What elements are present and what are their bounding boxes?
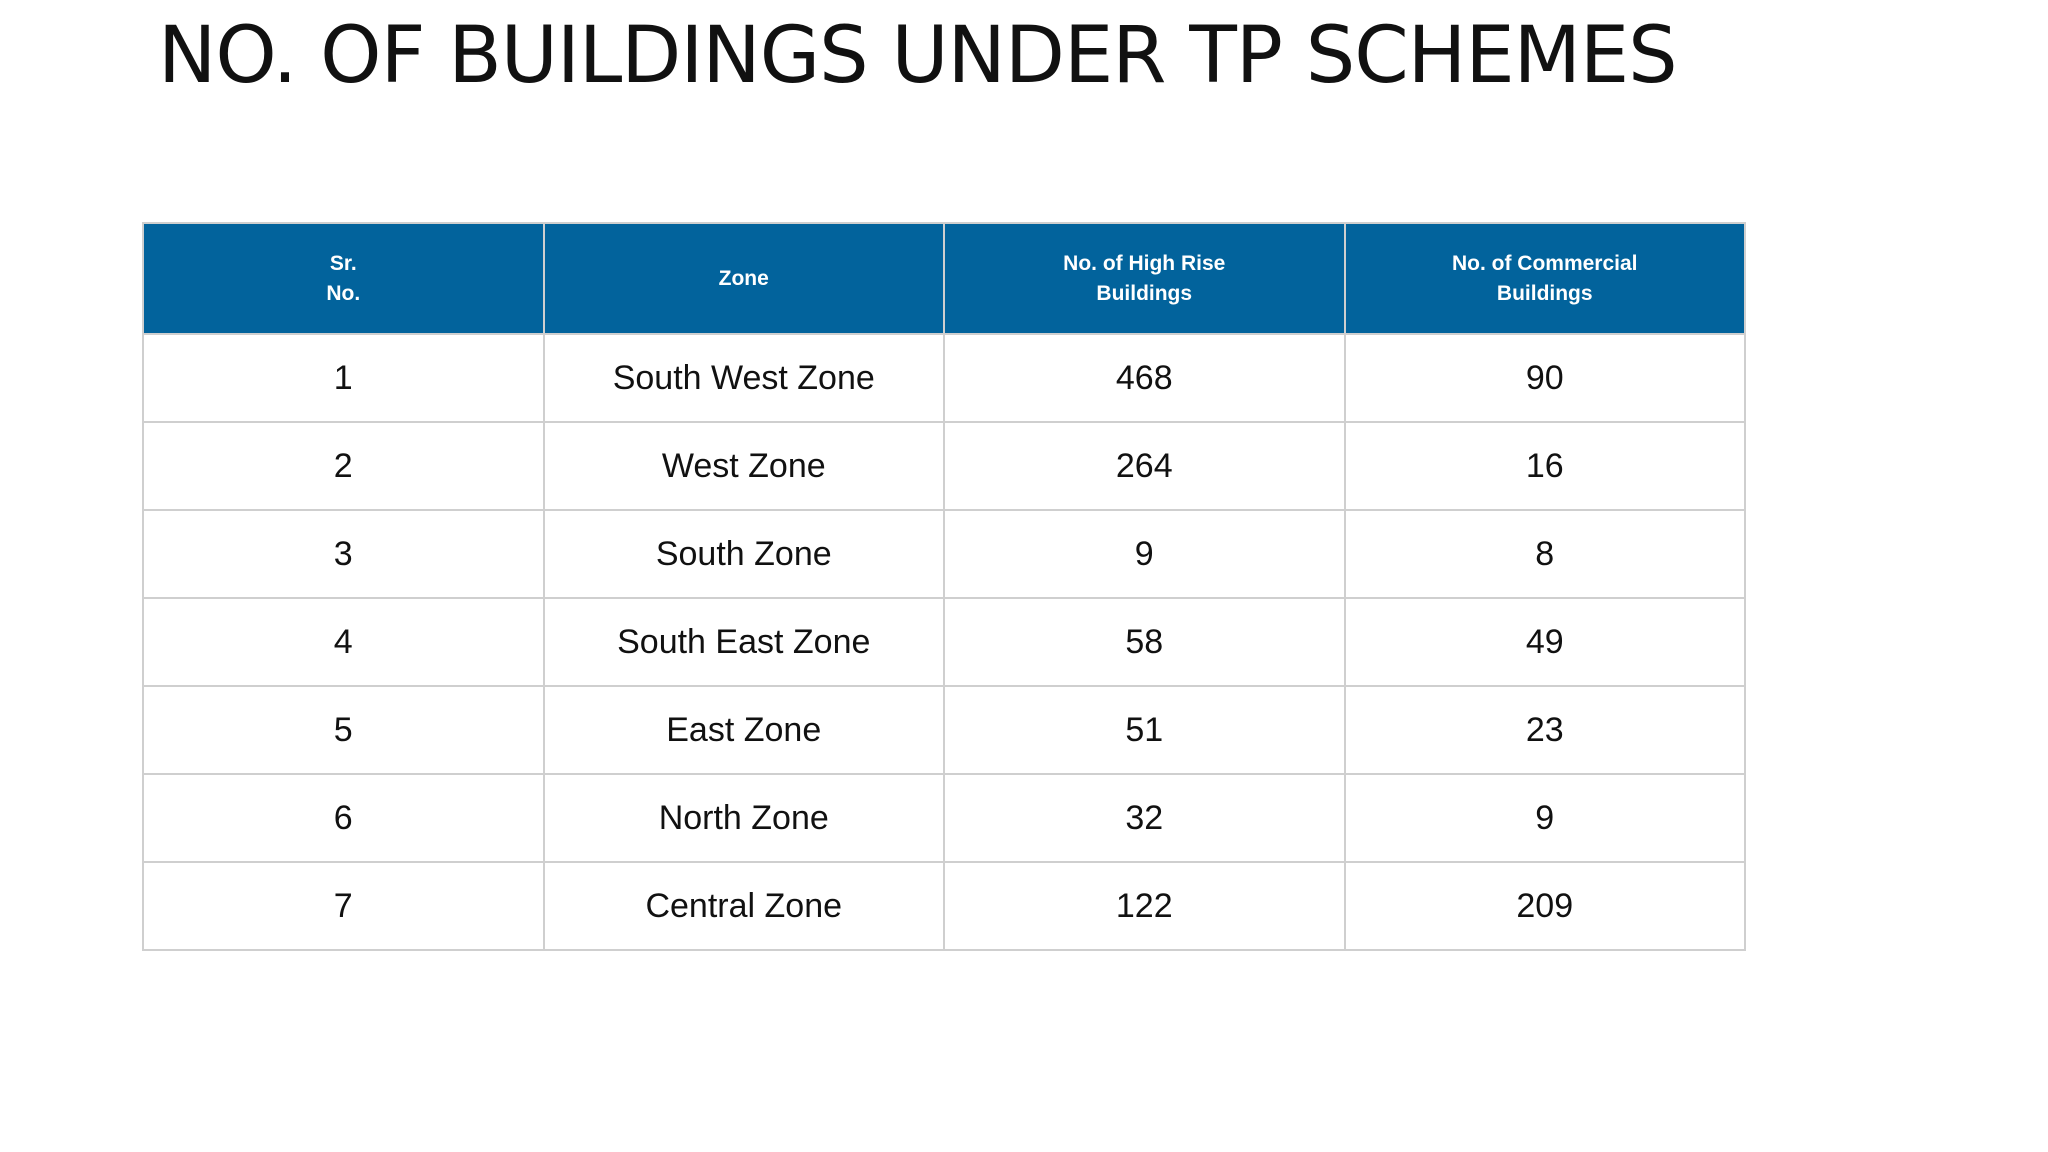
- header-sr-no-label: Sr. No.: [326, 251, 361, 305]
- table-row: 7 Central Zone 122 209: [142, 861, 1746, 951]
- cell-high-rise: 32: [943, 773, 1346, 863]
- table-row: 3 South Zone 9 8: [142, 509, 1746, 599]
- cell-commercial: 8: [1343, 509, 1746, 599]
- header-zone-label: Zone: [718, 266, 769, 290]
- cell-commercial: 90: [1343, 333, 1746, 423]
- header-commercial: No. of Commercial Buildings: [1343, 222, 1746, 335]
- header-zone: Zone: [542, 222, 945, 335]
- cell-sr-no: 7: [142, 861, 545, 951]
- cell-high-rise: 9: [943, 509, 1346, 599]
- header-high-rise: No. of High Rise Buildings: [943, 222, 1346, 335]
- cell-commercial: 49: [1343, 597, 1746, 687]
- cell-zone: Central Zone: [542, 861, 945, 951]
- cell-zone: East Zone: [542, 685, 945, 775]
- cell-sr-no: 4: [142, 597, 545, 687]
- table-header: Sr. No. Zone No. of High Rise Buildings …: [142, 222, 1746, 335]
- cell-sr-no: 3: [142, 509, 545, 599]
- cell-sr-no: 6: [142, 773, 545, 863]
- header-sr-no: Sr. No.: [142, 222, 545, 335]
- table-row: 2 West Zone 264 16: [142, 421, 1746, 511]
- slide-title: NO. OF BUILDINGS UNDER TP SCHEMES: [158, 11, 1678, 101]
- header-row: Sr. No. Zone No. of High Rise Buildings …: [142, 222, 1746, 335]
- table-row: 4 South East Zone 58 49: [142, 597, 1746, 687]
- cell-zone: South Zone: [542, 509, 945, 599]
- cell-high-rise: 468: [943, 333, 1346, 423]
- buildings-table: Sr. No. Zone No. of High Rise Buildings …: [142, 222, 1746, 951]
- cell-high-rise: 264: [943, 421, 1346, 511]
- cell-zone: West Zone: [542, 421, 945, 511]
- cell-commercial: 23: [1343, 685, 1746, 775]
- cell-commercial: 9: [1343, 773, 1746, 863]
- cell-sr-no: 5: [142, 685, 545, 775]
- header-commercial-label: No. of Commercial Buildings: [1451, 251, 1638, 305]
- cell-high-rise: 122: [943, 861, 1346, 951]
- table-body: 1 South West Zone 468 90 2 West Zone 264…: [142, 333, 1746, 951]
- cell-commercial: 16: [1343, 421, 1746, 511]
- cell-high-rise: 58: [943, 597, 1346, 687]
- header-high-rise-label: No. of High Rise Buildings: [1063, 251, 1226, 305]
- cell-zone: North Zone: [542, 773, 945, 863]
- cell-high-rise: 51: [943, 685, 1346, 775]
- cell-zone: South West Zone: [542, 333, 945, 423]
- table-row: 5 East Zone 51 23: [142, 685, 1746, 775]
- cell-zone: South East Zone: [542, 597, 945, 687]
- cell-commercial: 209: [1343, 861, 1746, 951]
- cell-sr-no: 1: [142, 333, 545, 423]
- cell-sr-no: 2: [142, 421, 545, 511]
- table-row: 6 North Zone 32 9: [142, 773, 1746, 863]
- table-row: 1 South West Zone 468 90: [142, 333, 1746, 423]
